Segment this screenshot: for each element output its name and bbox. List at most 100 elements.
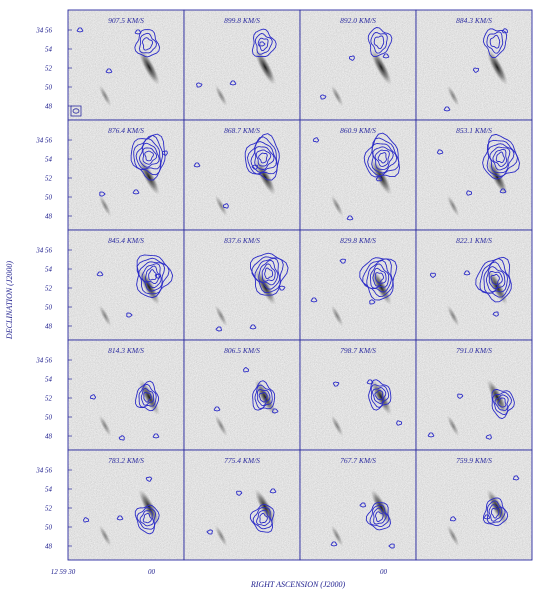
y-tick-label: 50 xyxy=(45,84,53,92)
contour-line xyxy=(370,384,390,408)
beam-box xyxy=(70,105,82,117)
channel-velocity-label: 899.8 KM/S xyxy=(224,16,260,25)
contour-line xyxy=(252,380,276,411)
x-tick-label: 12 59 30 xyxy=(51,568,76,576)
noise-contour xyxy=(154,273,162,279)
galaxy-image xyxy=(138,159,160,196)
companion-galaxy-image xyxy=(330,415,344,437)
contour-line xyxy=(136,507,157,530)
contour-line xyxy=(374,389,384,401)
contour-line xyxy=(250,141,277,174)
y-tick-label: 50 xyxy=(45,524,53,532)
y-tick-label: 34 56 xyxy=(35,137,52,145)
channel-velocity-label: 829.8 KM/S xyxy=(340,236,376,245)
noise-contour xyxy=(466,190,473,196)
contour-line xyxy=(259,512,268,524)
y-tick-label: 48 xyxy=(45,323,53,331)
galaxy-image xyxy=(138,49,160,86)
companion-galaxy-image xyxy=(214,415,228,437)
contour-line xyxy=(488,504,503,522)
panel-background xyxy=(68,450,184,560)
contour-line xyxy=(258,152,268,164)
noise-contour xyxy=(116,515,124,521)
y-tick-label: 34 56 xyxy=(35,247,52,255)
panel-background xyxy=(300,340,416,450)
contour-line xyxy=(490,273,500,286)
contour-line xyxy=(251,256,284,294)
noise-contour xyxy=(99,191,106,197)
noise-contour xyxy=(96,271,104,277)
panel-background xyxy=(184,230,300,340)
noise-contour xyxy=(161,150,168,156)
noise-contour xyxy=(251,164,259,170)
contour-line xyxy=(483,261,508,294)
companion-galaxy-image xyxy=(446,415,460,437)
noise-contour xyxy=(369,299,376,305)
galaxy-image xyxy=(138,379,160,416)
noise-contour xyxy=(134,29,142,35)
noise-contour xyxy=(213,406,221,412)
contour-line xyxy=(373,35,385,50)
noise-contour xyxy=(320,94,327,100)
noise-contour xyxy=(206,529,213,535)
noise-contour xyxy=(346,215,354,221)
panel-background xyxy=(300,230,416,340)
contour-line xyxy=(135,380,159,412)
contour-line xyxy=(254,146,275,171)
contour-line xyxy=(492,391,512,416)
channel-velocity-label: 892.0 KM/S xyxy=(340,16,376,25)
noise-contour xyxy=(492,311,499,317)
channel-velocity-label: 884.3 KM/S xyxy=(456,16,492,25)
y-tick-label: 48 xyxy=(45,213,53,221)
contour-line xyxy=(485,266,506,293)
contour-line xyxy=(138,142,160,168)
noise-contour xyxy=(229,80,237,86)
contour-line xyxy=(475,256,512,303)
contour-line xyxy=(134,504,160,535)
noise-contour xyxy=(457,393,464,399)
contour-line xyxy=(135,138,162,170)
y-tick-label: 50 xyxy=(45,304,53,312)
contour-line xyxy=(254,257,281,290)
x-axis-label: RIGHT ASCENSION (J2000) xyxy=(250,580,346,589)
channel-panel: 814.3 KM/S xyxy=(67,339,185,451)
contour-line xyxy=(369,504,390,528)
y-tick-label: 54 xyxy=(45,46,53,54)
companion-galaxy-image xyxy=(214,305,228,327)
noise-contour xyxy=(359,502,367,508)
contour-line xyxy=(483,28,508,59)
companion-galaxy-image xyxy=(98,415,112,437)
companion-galaxy-image xyxy=(330,195,344,217)
y-tick-label: 34 56 xyxy=(35,467,52,475)
channel-panel: 806.5 KM/S xyxy=(183,339,301,451)
contour-line xyxy=(138,383,157,408)
y-tick-label: 50 xyxy=(45,194,53,202)
noise-contour xyxy=(89,394,97,400)
companion-galaxy-image xyxy=(330,525,344,547)
channel-panel: 860.9 KM/S xyxy=(299,119,417,231)
companion-galaxy-image xyxy=(446,85,460,107)
contour-line xyxy=(142,37,154,51)
noise-contour xyxy=(132,189,140,195)
noise-contour xyxy=(332,381,340,387)
noise-contour xyxy=(196,82,203,88)
noise-contour xyxy=(243,367,250,373)
y-tick-label: 52 xyxy=(45,65,53,73)
channel-panel: 822.1 KM/S xyxy=(415,229,533,341)
contour-line xyxy=(365,502,391,531)
galaxy-image xyxy=(138,489,160,526)
channel-panel: 759.9 KM/S xyxy=(415,449,533,561)
contour-line xyxy=(369,263,390,289)
channel-panel: 853.1 KM/S xyxy=(415,119,533,231)
y-axis-label: DECLINATION (J2000) xyxy=(5,261,14,340)
panel-background xyxy=(300,120,416,230)
contour-line xyxy=(145,265,160,284)
contour-line xyxy=(494,394,509,411)
channel-panel: 783.2 KM/S xyxy=(67,449,185,561)
contour-line xyxy=(133,134,164,176)
noise-contour xyxy=(222,203,229,209)
noise-contour xyxy=(463,270,471,276)
noise-contour xyxy=(278,285,286,291)
noise-contour xyxy=(388,543,395,549)
companion-galaxy-image xyxy=(214,525,228,547)
